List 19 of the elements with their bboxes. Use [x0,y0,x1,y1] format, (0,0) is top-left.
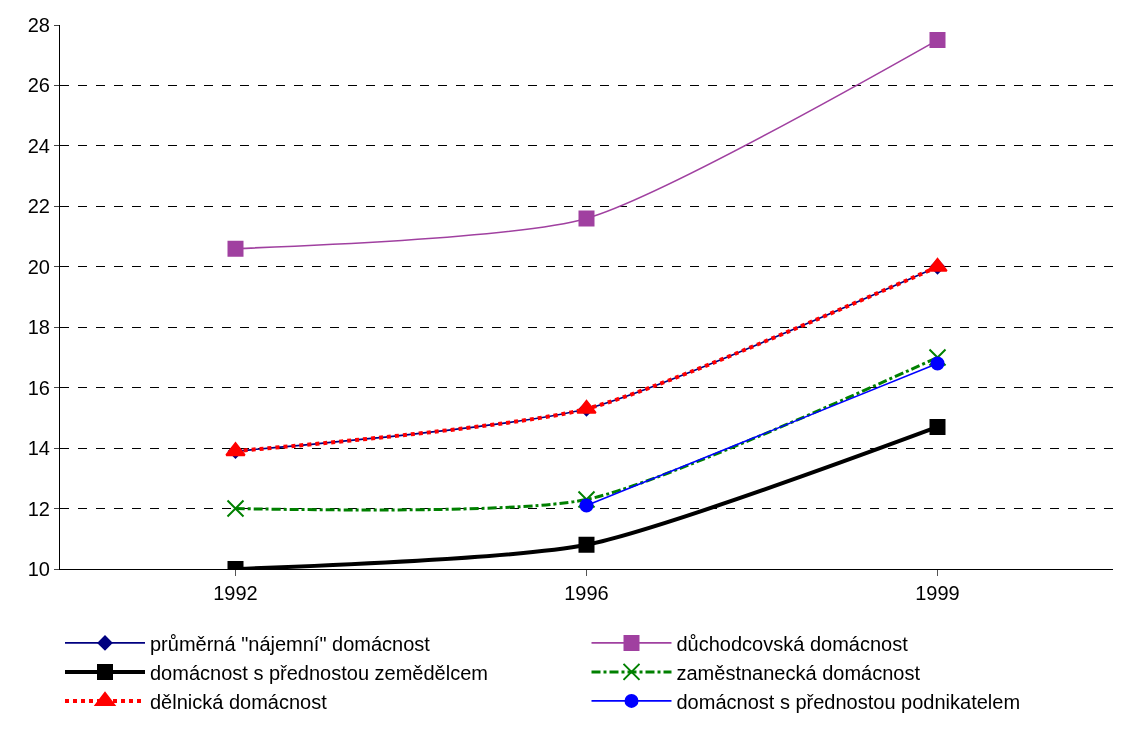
y-tick-label: 12 [27,497,50,520]
y-tick-label: 14 [27,437,50,460]
x-tick-label: 1996 [564,582,609,604]
legend-label: domácnost s přednostou podnikatelem [676,690,1021,713]
x-tick-label: 1999 [915,582,960,604]
y-tick-label: 26 [27,74,50,97]
legend-label: průměrná "nájemní" domácnost [150,632,431,655]
x-tick-label: 1992 [213,582,258,604]
legend-label: důchodcovská domácnost [676,632,909,655]
y-tick-label: 18 [27,316,50,339]
y-tick-label: 10 [27,558,50,580]
y-tick-label: 22 [27,195,50,218]
legend-label: zaměstnanecká domácnost [676,661,921,684]
legend-label: dělnická domácnost [150,690,328,713]
y-tick-label: 20 [27,255,50,278]
legend-label: domácnost s přednostou zemědělcem [150,661,488,684]
y-tick-label: 16 [27,376,50,399]
y-tick-label: 28 [27,14,50,36]
y-tick-label: 24 [27,134,50,157]
